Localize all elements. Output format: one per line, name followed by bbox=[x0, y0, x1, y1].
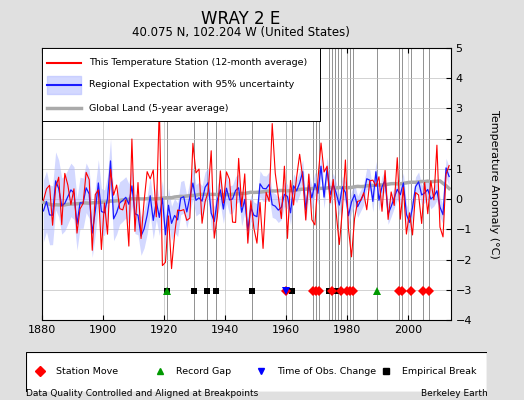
Text: Data Quality Controlled and Aligned at Breakpoints: Data Quality Controlled and Aligned at B… bbox=[26, 389, 258, 398]
Text: Empirical Break: Empirical Break bbox=[402, 367, 476, 376]
Text: 40.075 N, 102.204 W (United States): 40.075 N, 102.204 W (United States) bbox=[132, 26, 350, 39]
Text: Record Gap: Record Gap bbox=[176, 367, 231, 376]
Text: Time of Obs. Change: Time of Obs. Change bbox=[278, 367, 377, 376]
Y-axis label: Temperature Anomaly (°C): Temperature Anomaly (°C) bbox=[489, 110, 499, 258]
Text: WRAY 2 E: WRAY 2 E bbox=[201, 10, 281, 28]
Text: Station Move: Station Move bbox=[56, 367, 118, 376]
FancyBboxPatch shape bbox=[26, 352, 487, 392]
Text: Berkeley Earth: Berkeley Earth bbox=[421, 389, 487, 398]
